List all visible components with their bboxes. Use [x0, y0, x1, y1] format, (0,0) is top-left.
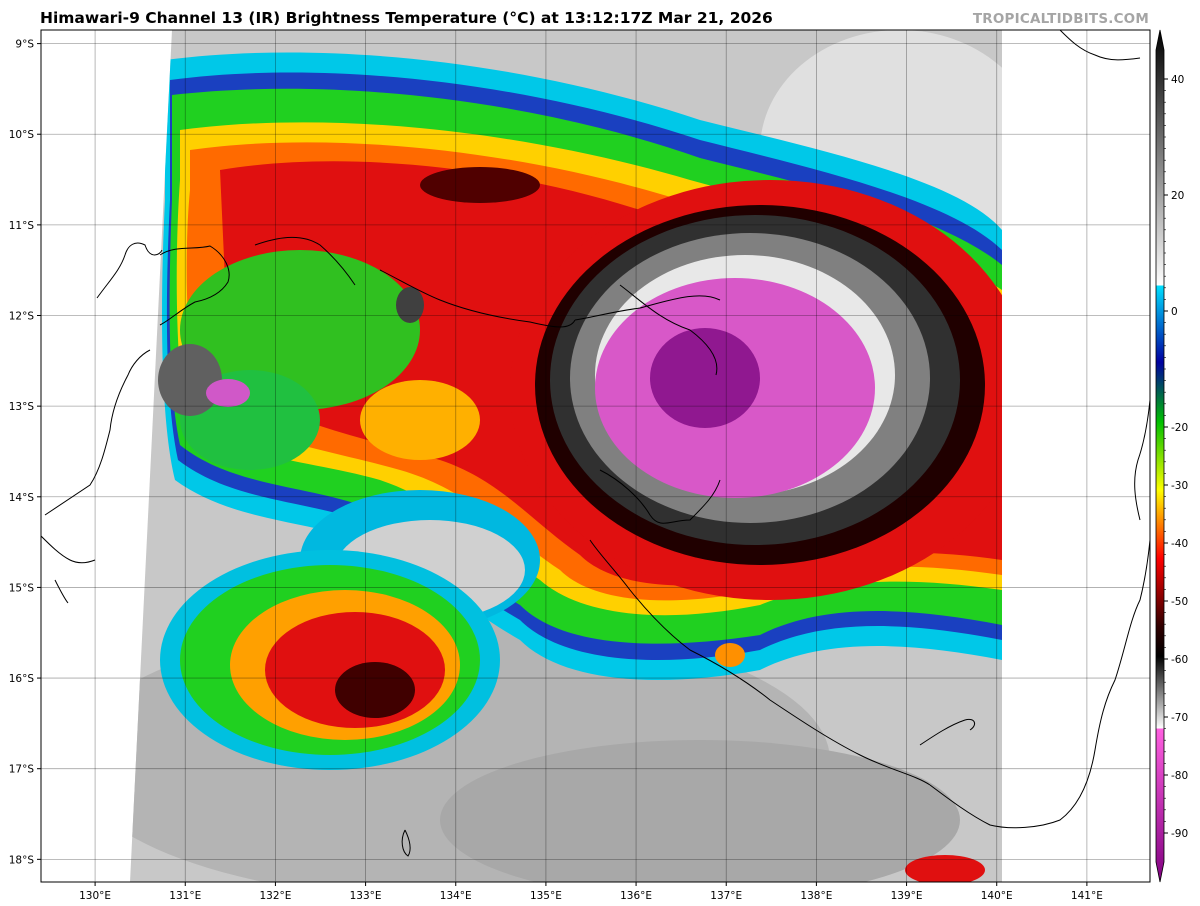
satellite-imagery [130, 30, 1150, 882]
latitude-tick-label: 17°S [9, 764, 35, 776]
latitude-tick-label: 16°S [9, 673, 35, 685]
colorbar-tick-label: -50 [1171, 596, 1188, 608]
latitude-tick-label: 9°S [15, 39, 34, 51]
latitude-tick-label: 11°S [9, 220, 35, 232]
longitude-tick-label: 136°E [620, 890, 652, 902]
graticule [41, 30, 1150, 882]
map-title: Himawari-9 Channel 13 (IR) Brightness Te… [40, 9, 773, 27]
longitude-tick-label: 141°E [1071, 890, 1103, 902]
colorbar-scale [1155, 29, 1165, 883]
longitude-tick-label: 138°E [800, 890, 832, 902]
watermark: TROPICALTIDBITS.COM [972, 11, 1149, 27]
colorbar-tick-label: -40 [1171, 538, 1188, 550]
colorbar-tick-label: -80 [1171, 770, 1188, 782]
longitude-tick-label: 131°E [169, 890, 201, 902]
longitude-tick-label: 140°E [981, 890, 1013, 902]
longitude-tick-label: 130°E [79, 890, 111, 902]
latitude-tick-label: 10°S [9, 129, 35, 141]
latitude-tick-label: 18°S [9, 854, 35, 866]
plot-border [40, 29, 1151, 883]
colorbar-tick-label: 0 [1171, 306, 1178, 318]
longitude-tick-label: 137°E [710, 890, 742, 902]
colorbar-tick-label: -20 [1171, 422, 1188, 434]
colorbar-tick-label: -30 [1171, 480, 1188, 492]
latitude-axis: 9°S 10°S 11°S 12°S 13°S 14°S 15°S 16°S 17°S 18°S [9, 39, 41, 866]
colorbar: 40 20 0 -20 -30 -40 -50 -60 -70 -80 -90 [1155, 29, 1188, 883]
colorbar-tick-label: -60 [1171, 654, 1188, 666]
colorbar-tick-label: -70 [1171, 712, 1188, 724]
latitude-tick-label: 12°S [9, 311, 35, 323]
longitude-tick-label: 135°E [530, 890, 562, 902]
latitude-tick-label: 14°S [9, 492, 35, 504]
longitude-axis: 130°E 131°E 132°E 133°E 134°E 135°E 136°E 137°E… [79, 882, 1103, 902]
longitude-tick-label: 133°E [350, 890, 382, 902]
colorbar-tick-label: -90 [1171, 828, 1188, 840]
coastlines [41, 30, 1150, 857]
latitude-tick-label: 15°S [9, 582, 35, 594]
colorbar-tick-label: 20 [1171, 190, 1184, 202]
longitude-tick-label: 132°E [259, 890, 291, 902]
latitude-tick-label: 13°S [9, 401, 35, 413]
colorbar-tick-label: 40 [1171, 74, 1184, 86]
longitude-tick-label: 139°E [891, 890, 923, 902]
longitude-tick-label: 134°E [440, 890, 472, 902]
